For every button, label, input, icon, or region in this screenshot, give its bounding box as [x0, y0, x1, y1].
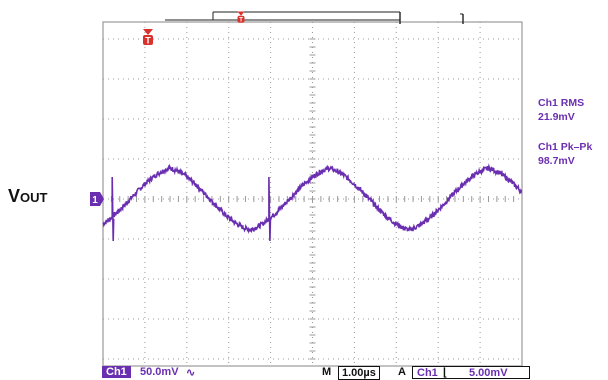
- channel-indicator: Ch1: [102, 366, 131, 378]
- trigger-mode: A: [398, 366, 406, 378]
- measurement-pkpk-value: 98.7mV: [538, 155, 575, 167]
- trigger-marker-box: [143, 35, 153, 45]
- trigger-marker-arrow: [143, 29, 153, 35]
- trigger-position-marker: T: [143, 29, 153, 46]
- signal-label: VOUT: [8, 186, 47, 207]
- channel-1-marker: 1: [90, 192, 104, 206]
- markers-layer: T T 1: [90, 11, 245, 206]
- trigger-point-marker: T: [237, 11, 245, 24]
- measurement-rms-label: Ch1 RMS: [538, 97, 585, 109]
- graticule-frame: [102, 21, 523, 367]
- measurement-pkpk-label: Ch1 Pk–Pk: [538, 141, 593, 153]
- ac-coupling-icon: ∿: [186, 367, 196, 379]
- channel-1-marker-shape: [90, 192, 104, 206]
- measurement-rms: Ch1 RMS 21.9mV: [538, 96, 584, 124]
- trigger-marker-label: T: [239, 17, 243, 24]
- signal-label-sub: OUT: [20, 190, 48, 205]
- trigger-level: 5.00mV: [469, 367, 508, 379]
- horizontal-position-bar: [165, 11, 464, 24]
- channel-1-marker-label: 1: [92, 195, 98, 206]
- trigger-box: Ch1 ⌊ 5.00mV: [412, 366, 530, 379]
- ch1-trace: [102, 163, 523, 242]
- trigger-channel: Ch1: [417, 367, 438, 379]
- measurement-rms-value: 21.9mV: [538, 111, 575, 123]
- time-per-div: 1.00µs: [338, 366, 380, 380]
- volts-per-div: 50.0mV: [140, 366, 179, 378]
- trigger-marker-box: [237, 15, 245, 23]
- trigger-marker-label: T: [145, 36, 151, 46]
- status-bar: Ch1 50.0mV ∿ M 1.00µs A Ch1 ⌊ 5.00mV: [102, 366, 530, 380]
- signal-label-main: V: [8, 186, 21, 206]
- acquisition-mode: M: [322, 366, 332, 378]
- graticule: [102, 21, 523, 367]
- falling-edge-icon: ⌊: [443, 367, 448, 379]
- measurement-pkpk: Ch1 Pk–Pk 98.7mV: [538, 140, 592, 168]
- trigger-marker-arrow: [237, 11, 245, 16]
